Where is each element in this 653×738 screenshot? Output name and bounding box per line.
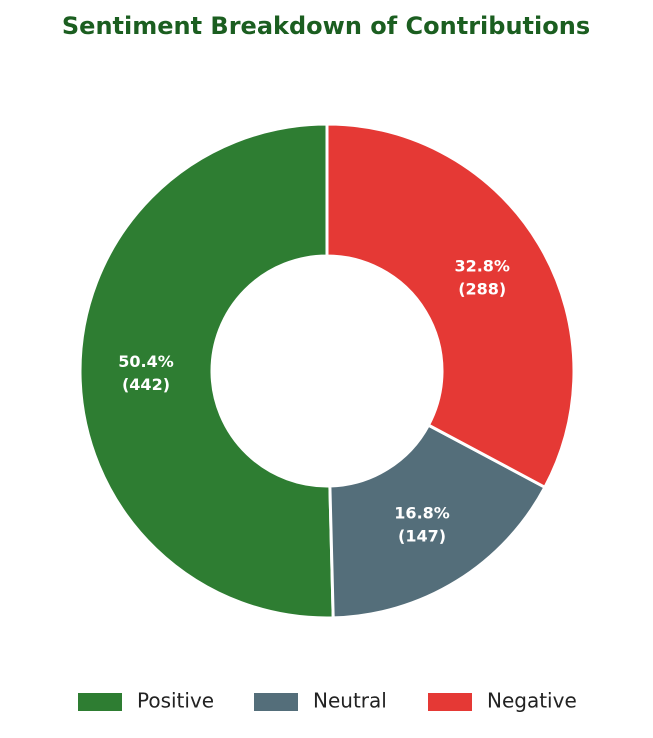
legend-swatch: [78, 693, 122, 711]
legend-label: Neutral: [313, 689, 387, 713]
legend-swatch: [254, 693, 298, 711]
slice-percent-label: 50.4%: [118, 352, 174, 371]
slice: [325, 122, 576, 490]
chart-title: Sentiment Breakdown of Contributions: [62, 12, 590, 40]
slice: [78, 122, 335, 620]
legend-swatch: [428, 693, 472, 711]
legend-item: Positive: [78, 689, 214, 713]
legend-label: Positive: [137, 689, 214, 713]
slice-count-label: (442): [122, 375, 170, 394]
slice-percent-label: 32.8%: [454, 256, 510, 275]
slice: [328, 423, 547, 620]
slice-percent-label: 16.8%: [394, 504, 450, 523]
slice-count-label: (288): [458, 279, 506, 298]
legend-item: Neutral: [254, 689, 387, 713]
slice-count-label: (147): [398, 527, 446, 546]
legend-item: Negative: [428, 689, 577, 713]
legend-label: Negative: [487, 689, 577, 713]
